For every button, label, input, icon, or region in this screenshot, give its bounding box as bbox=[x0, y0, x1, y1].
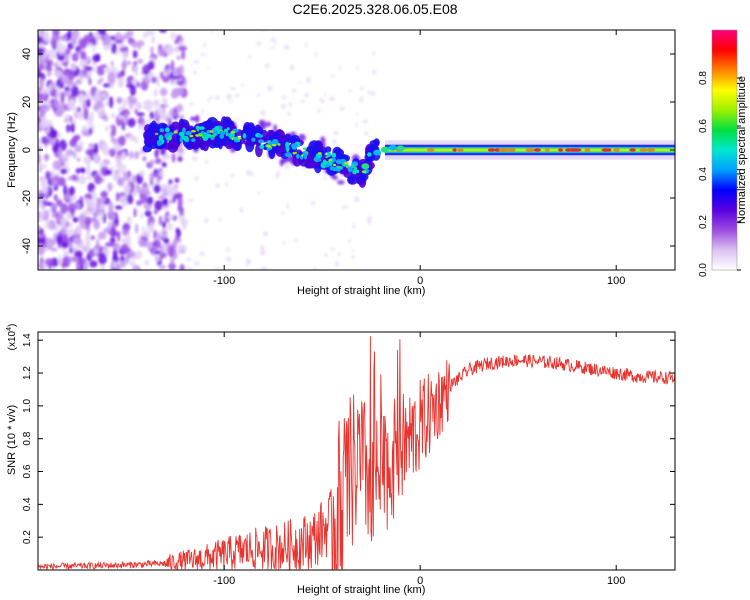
snr-ytick-label: 0.6 bbox=[22, 464, 33, 478]
colorbar-tick-label: 0.0 bbox=[698, 263, 709, 277]
spectrogram-steady-carrier bbox=[361, 140, 675, 170]
snr-ytick-label: 0.2 bbox=[22, 530, 33, 544]
snr-plot bbox=[38, 336, 675, 570]
snr-multiplier-exp: 4 bbox=[6, 327, 13, 331]
snr-ytick-label: 1.0 bbox=[22, 398, 33, 412]
snr-ytick-label: 0.8 bbox=[22, 431, 33, 445]
colorbar-tick-label: 0.8 bbox=[698, 71, 709, 85]
snr-frame bbox=[37, 331, 676, 571]
spectrogram-xtick-label: 100 bbox=[607, 275, 625, 287]
colorbar-axes: 0.0 0.2 0.4 0.6 0.8 bbox=[698, 29, 741, 277]
snr-xtick-label: 100 bbox=[607, 575, 625, 587]
spectrogram-plot bbox=[38, 30, 675, 270]
snr-ytick-label: 1.2 bbox=[22, 366, 33, 380]
colorbar bbox=[712, 30, 737, 270]
chart-title: C2E6.2025.328.06.05.E08 bbox=[292, 1, 458, 17]
snr-multiplier: (x104) bbox=[6, 324, 18, 351]
colorbar-label: Normalized spectral amplitude bbox=[736, 76, 748, 224]
snr-ytick-label: 0.4 bbox=[22, 497, 33, 511]
snr-multiplier-base: (x10 bbox=[7, 330, 18, 350]
spectrogram-xtick-label: -100 bbox=[213, 275, 235, 287]
snr-xlabel: Height of straight line (km) bbox=[297, 584, 425, 596]
spectrogram-ytick-label: 0 bbox=[21, 147, 33, 153]
colorbar-tick-label: 0.6 bbox=[698, 119, 709, 133]
snr-xtick-label: -100 bbox=[213, 575, 235, 587]
snr-axes: -100 0 100 0.2 0.4 0.6 0.8 1.0 1.2 1.4 bbox=[22, 332, 675, 587]
colorbar-tick-label: 0.2 bbox=[698, 215, 709, 229]
spectrogram-ytick-label: -40 bbox=[21, 238, 33, 254]
snr-series-line bbox=[38, 336, 675, 570]
colorbar-tick-label: 0.4 bbox=[698, 167, 709, 181]
spectrogram-ytick-label: -20 bbox=[21, 190, 33, 206]
spectrogram-xlabel: Height of straight line (km) bbox=[297, 285, 425, 297]
spectrogram-axes: -100 0 100 -40 -20 0 20 40 bbox=[21, 30, 675, 287]
spectrogram-ytick-label: 40 bbox=[21, 48, 33, 60]
snr-xtick-label: 0 bbox=[417, 575, 423, 587]
spectrogram-ylabel: Frequency (Hz) bbox=[6, 112, 18, 188]
snr-ylabel: SNR (10 * v/v) bbox=[6, 405, 18, 475]
spectrogram-noise bbox=[38, 30, 380, 270]
spectrogram-ytick-label: 20 bbox=[21, 96, 33, 108]
spectrogram-xtick-label: 0 bbox=[417, 275, 423, 287]
snr-ytick-label: 1.4 bbox=[22, 333, 33, 347]
spectrogram-carrier-band bbox=[142, 116, 381, 188]
